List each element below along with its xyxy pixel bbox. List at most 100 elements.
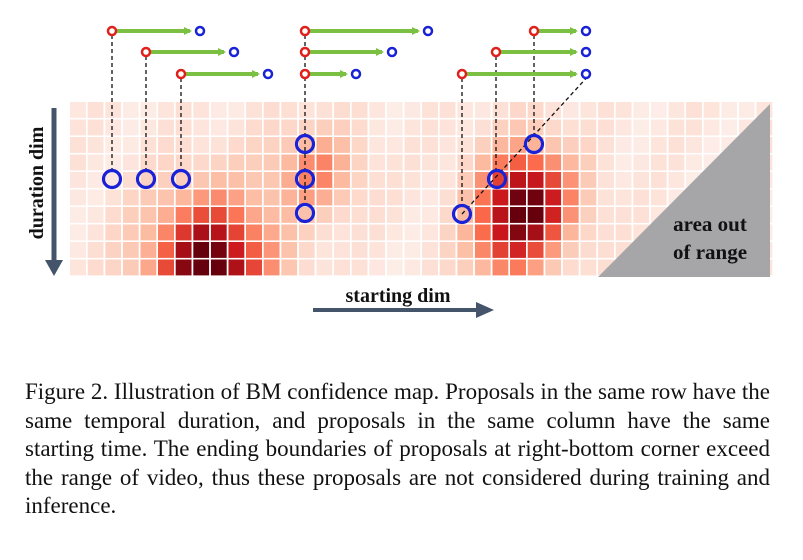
heatmap-cell bbox=[580, 189, 597, 206]
start-point bbox=[106, 25, 118, 37]
heatmap-cell bbox=[650, 172, 667, 188]
heatmap-cell bbox=[439, 119, 456, 136]
start-point bbox=[490, 46, 502, 58]
heatmap-cell bbox=[580, 137, 597, 153]
heatmap-cell bbox=[422, 154, 438, 171]
heatmap-cell bbox=[369, 259, 386, 276]
heatmap-cell bbox=[615, 189, 632, 206]
heatmap-cell bbox=[70, 189, 86, 206]
heatmap-cell bbox=[70, 154, 86, 171]
heatmap-cell bbox=[545, 102, 562, 118]
heatmap-cell bbox=[140, 137, 157, 153]
heatmap-cell bbox=[334, 207, 350, 223]
heatmap-cell bbox=[351, 172, 368, 188]
heatmap-cell bbox=[87, 259, 104, 276]
heatmap-cell bbox=[122, 119, 139, 136]
heatmap-cell bbox=[210, 189, 227, 206]
heatmap-cell bbox=[545, 207, 562, 223]
proposal-marker bbox=[451, 203, 473, 225]
heatmap-cell bbox=[703, 102, 720, 118]
figure-caption: Figure 2. Illustration of BM confidence … bbox=[25, 379, 770, 519]
heatmap-cell bbox=[422, 119, 438, 136]
heatmap-cell bbox=[334, 154, 350, 171]
heatmap-cell bbox=[510, 224, 526, 241]
heatmap-cell bbox=[439, 224, 456, 241]
heatmap-cell bbox=[633, 137, 650, 153]
end-point bbox=[386, 46, 398, 58]
heatmap-cell bbox=[122, 242, 139, 258]
heatmap-cell bbox=[210, 172, 227, 188]
heatmap-cell bbox=[228, 259, 245, 276]
heatmap-cell bbox=[70, 102, 86, 118]
heatmap-cell bbox=[527, 207, 544, 223]
heatmap-cell bbox=[492, 119, 509, 136]
heatmap-cell bbox=[263, 119, 280, 136]
heatmap-cell bbox=[439, 137, 456, 153]
heatmap-cell bbox=[422, 189, 438, 206]
heatmap-cell bbox=[386, 137, 403, 153]
heatmap-cell bbox=[246, 259, 262, 276]
heatmap-cell bbox=[246, 172, 262, 188]
heatmap-cell bbox=[457, 119, 474, 136]
heatmap-cell bbox=[298, 154, 315, 171]
heatmap-cell bbox=[158, 154, 174, 171]
heatmap-cell bbox=[298, 189, 315, 206]
heatmap-cell bbox=[686, 119, 702, 136]
heatmap-cell bbox=[228, 137, 245, 153]
heatmap-cell bbox=[316, 189, 333, 206]
heatmap-cell bbox=[457, 224, 474, 241]
heatmap-cell bbox=[263, 154, 280, 171]
heatmap-cell bbox=[175, 189, 192, 206]
heatmap-cell bbox=[70, 242, 86, 258]
heatmap-cell bbox=[457, 189, 474, 206]
heatmap-cell bbox=[492, 224, 509, 241]
start-point bbox=[299, 68, 311, 80]
heatmap-cell bbox=[158, 102, 174, 118]
heatmap-cell bbox=[87, 224, 104, 241]
heatmap-cell bbox=[545, 242, 562, 258]
heatmap-cell bbox=[351, 154, 368, 171]
proposal-arrows bbox=[106, 25, 592, 80]
heatmap-cell bbox=[562, 154, 579, 171]
proposal-marker bbox=[101, 168, 123, 190]
heatmap-cell bbox=[87, 207, 104, 223]
heatmap-cell bbox=[228, 207, 245, 223]
heatmap-cell bbox=[474, 172, 491, 188]
proposal bbox=[106, 25, 206, 37]
heatmap-cell bbox=[474, 119, 491, 136]
heatmap-cell bbox=[545, 154, 562, 171]
heatmap-cell bbox=[193, 119, 210, 136]
heatmap-cell bbox=[703, 119, 720, 136]
proposal bbox=[456, 68, 592, 80]
heatmap-cell bbox=[263, 102, 280, 118]
heatmap-cell bbox=[668, 137, 685, 153]
heatmap-cell bbox=[422, 207, 438, 223]
heatmap-cell bbox=[70, 224, 86, 241]
heatmap-cell bbox=[334, 242, 350, 258]
heatmap-cell bbox=[140, 224, 157, 241]
heatmap-cell bbox=[70, 119, 86, 136]
heatmap-cell bbox=[210, 119, 227, 136]
heatmap-cell bbox=[334, 172, 350, 188]
heatmap-cell bbox=[281, 154, 298, 171]
heatmap-cell bbox=[316, 259, 333, 276]
heatmap-cell bbox=[193, 224, 210, 241]
heatmap-cell bbox=[650, 119, 667, 136]
proposal bbox=[490, 46, 592, 58]
heatmap-cell bbox=[193, 242, 210, 258]
heatmap-cell bbox=[334, 259, 350, 276]
heatmap-cell bbox=[351, 137, 368, 153]
start-point bbox=[456, 68, 468, 80]
heatmap-cell bbox=[70, 259, 86, 276]
heatmap-cell bbox=[650, 189, 667, 206]
heatmap-cell bbox=[580, 259, 597, 276]
heatmap-cell bbox=[228, 154, 245, 171]
heatmap-cell bbox=[633, 102, 650, 118]
heatmap-cell bbox=[70, 172, 86, 188]
heatmap-cell bbox=[122, 102, 139, 118]
heatmap-cell bbox=[721, 119, 738, 136]
proposal bbox=[299, 46, 398, 58]
heatmap-cell bbox=[598, 207, 614, 223]
heatmap-cell bbox=[703, 137, 720, 153]
heatmap-cell bbox=[122, 172, 139, 188]
